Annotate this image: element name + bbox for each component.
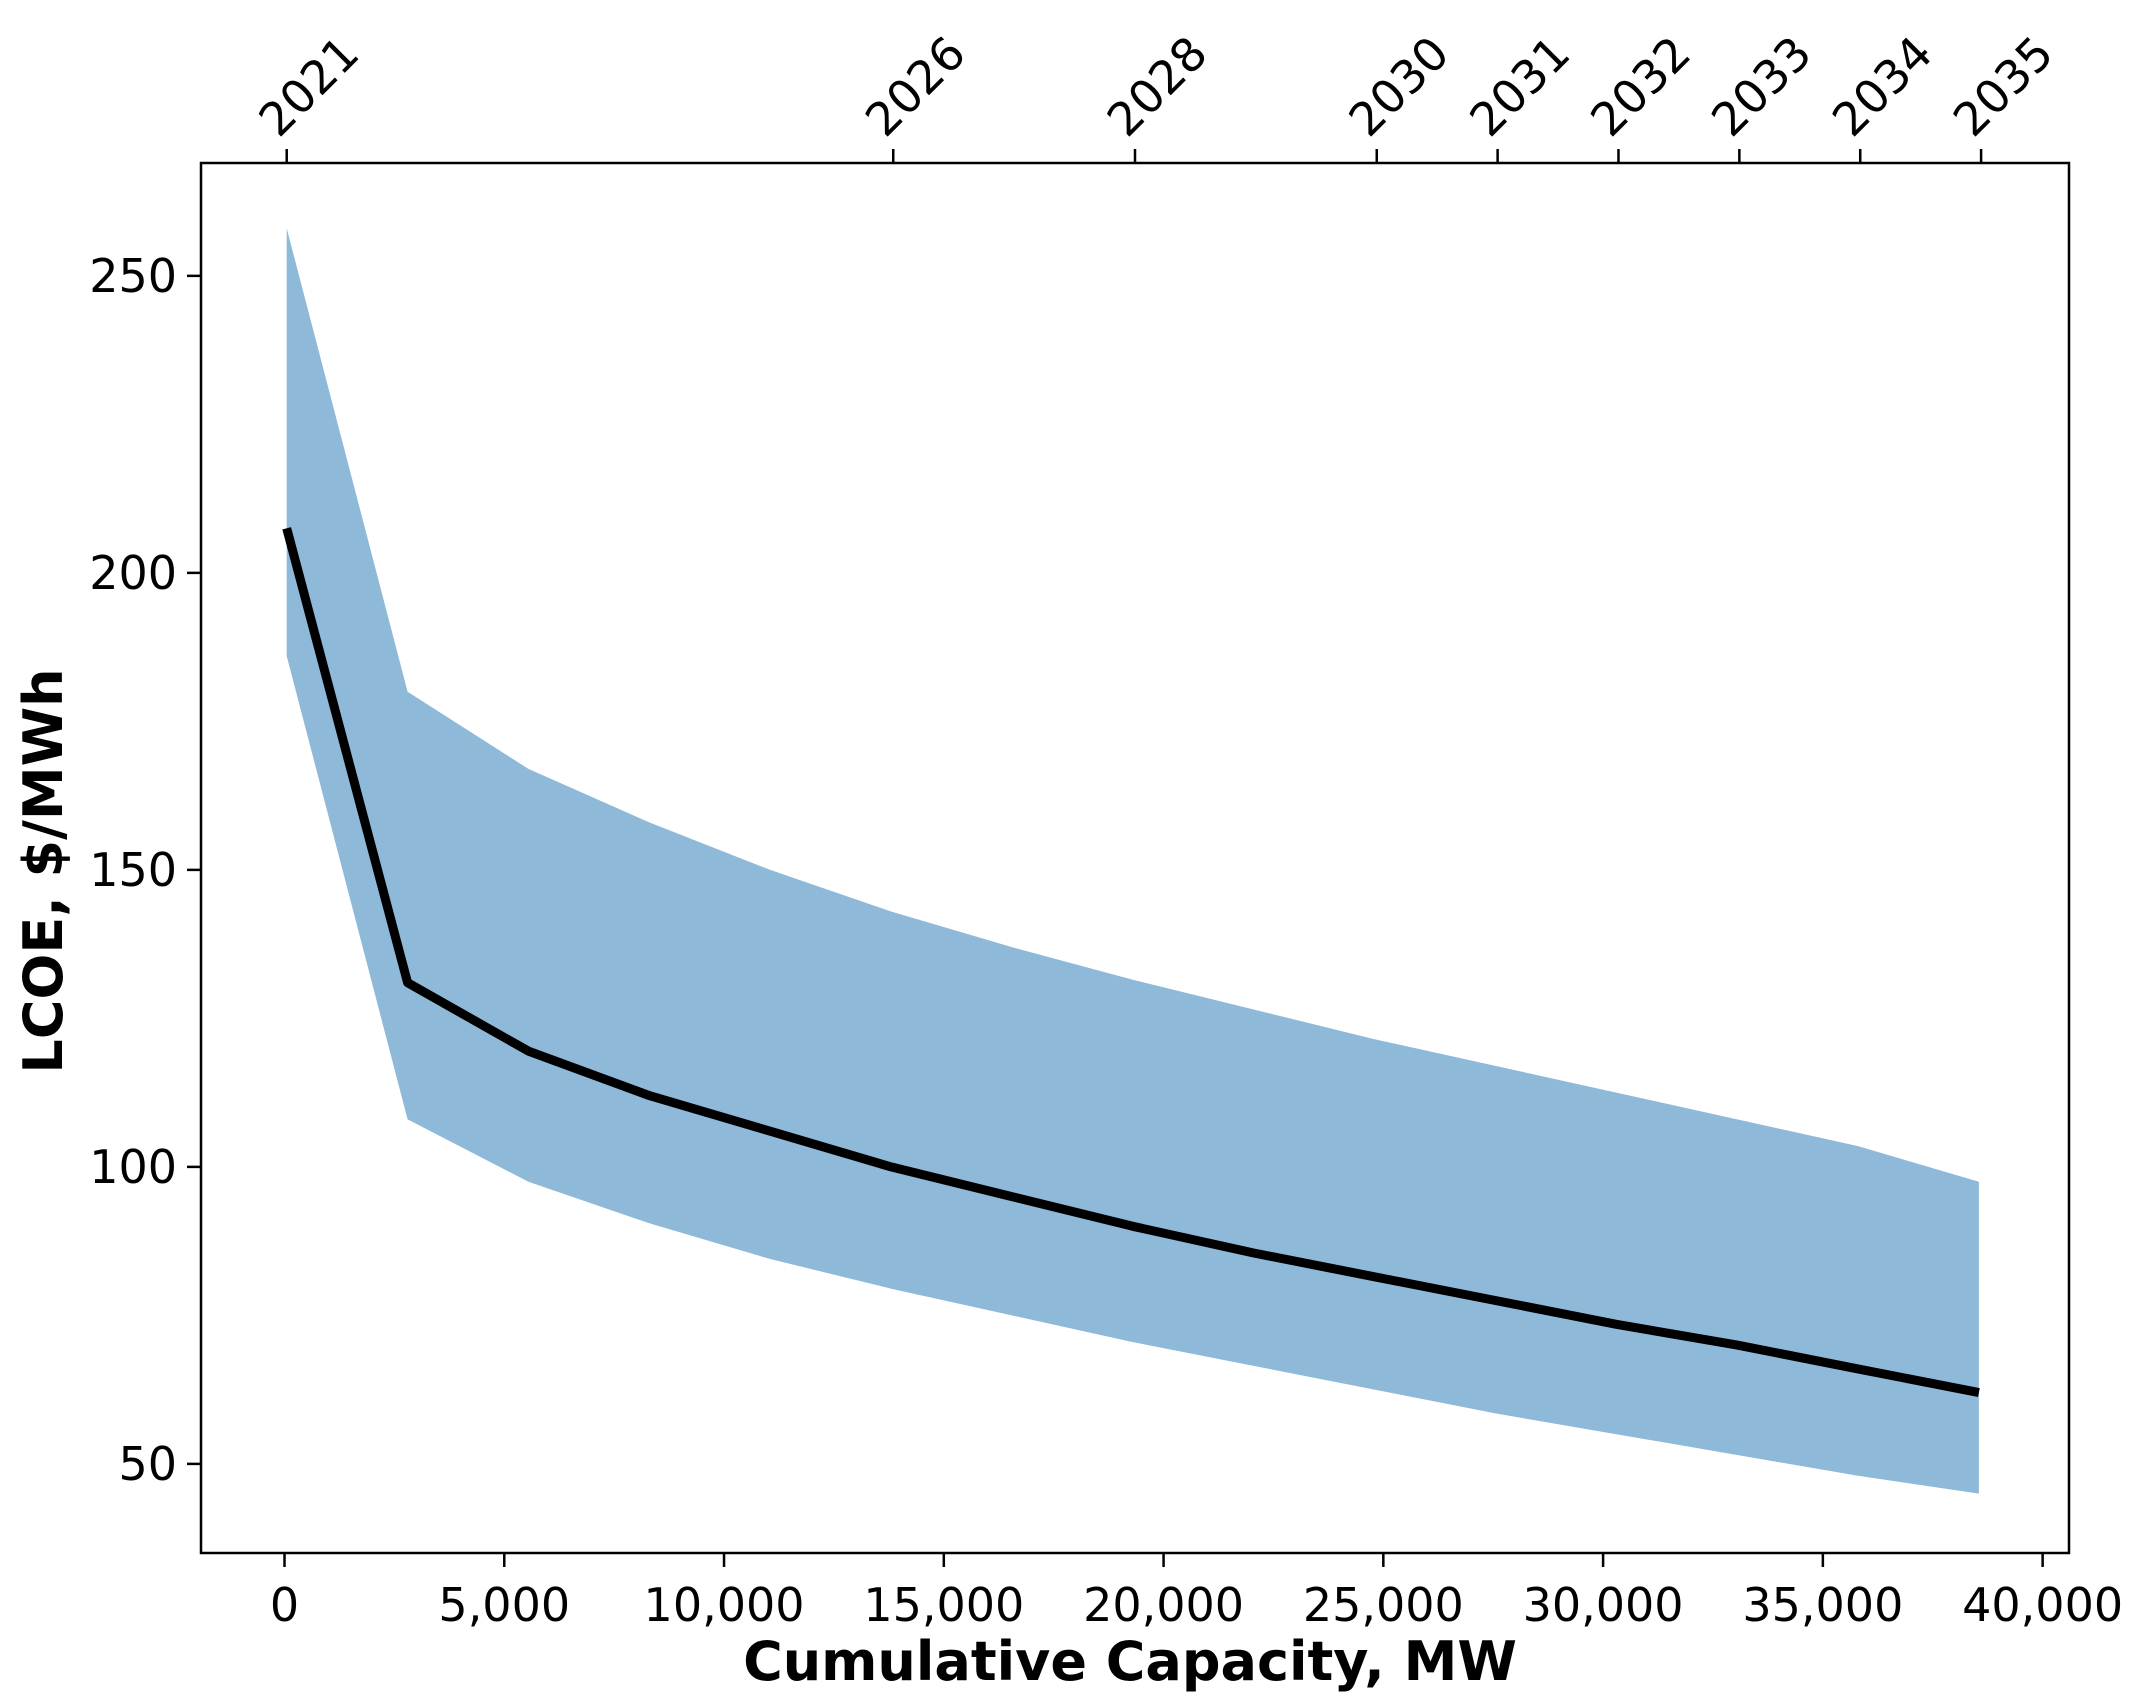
- year-tick-label: 2034: [1822, 26, 1943, 147]
- year-tick-label: 2031: [1459, 26, 1580, 147]
- y-tick-label: 200: [89, 546, 177, 600]
- year-tick-label: 2032: [1580, 26, 1701, 147]
- year-tick-label: 2033: [1701, 26, 1822, 147]
- x-axis-bottom: 0 5,000 10,000 15,000 20,000 25,000 30,000 35,0…: [270, 1553, 2123, 1632]
- x-tick-label: 25,000: [1303, 1578, 1464, 1632]
- year-tick-label: 2021: [248, 26, 369, 147]
- x-axis-top-years: 2021 2026 2028 2030 2031 2032 2033 2034 2035: [248, 26, 2064, 163]
- y-axis-title: LCOE, $/MWh: [12, 668, 75, 1073]
- year-tick-label: 2026: [855, 26, 976, 147]
- x-tick-label: 0: [270, 1578, 299, 1632]
- y-tick-label: 150: [89, 843, 177, 897]
- y-tick-label: 250: [89, 249, 177, 303]
- x-tick-label: 30,000: [1523, 1578, 1684, 1632]
- median-lcoe-line: [282, 527, 1980, 1398]
- x-tick-label: 5,000: [438, 1578, 570, 1632]
- uncertainty-band-layer: [286, 228, 1979, 1494]
- uncertainty-band: [286, 228, 1979, 1494]
- x-tick-label: 15,000: [863, 1578, 1024, 1632]
- y-tick-label: 100: [89, 1140, 177, 1194]
- y-axis-left: 50 100 150 200 250: [89, 249, 201, 1491]
- y-tick-label: 50: [118, 1437, 177, 1491]
- median-line-layer: [282, 527, 1980, 1398]
- year-tick-label: 2030: [1338, 26, 1459, 147]
- x-tick-label: 35,000: [1742, 1578, 1903, 1632]
- x-axis-title: Cumulative Capacity, MW: [743, 1630, 1517, 1693]
- x-tick-label: 20,000: [1083, 1578, 1244, 1632]
- year-tick-label: 2035: [1943, 26, 2064, 147]
- x-tick-label: 10,000: [644, 1578, 805, 1632]
- x-tick-label: 40,000: [1962, 1578, 2123, 1632]
- year-tick-label: 2028: [1097, 26, 1218, 147]
